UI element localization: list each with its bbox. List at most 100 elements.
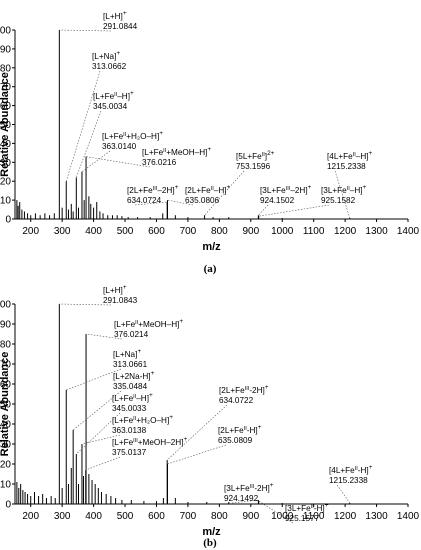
y-tick-label: 80	[0, 340, 11, 351]
y-tick-label: 70	[0, 82, 11, 93]
y-tick-label: 80	[0, 63, 11, 74]
annotation-formula: [L+Na]+	[92, 50, 120, 61]
x-tick-label: 200	[22, 226, 39, 237]
annotation-formula: [2L+FeIII-2H]+	[219, 384, 269, 395]
x-tick-label: 600	[148, 226, 165, 237]
annotation-formula: [L+FeII–H]+	[112, 392, 153, 403]
x-tick-label: 800	[211, 511, 228, 522]
y-axis-label: Relative Abundance	[0, 352, 11, 457]
annotation-leader	[167, 444, 227, 465]
annotation-leader	[204, 170, 245, 216]
annotation-formula: [L+H]+	[103, 10, 127, 21]
annotation-formula: [L+FeII–H]+	[93, 90, 134, 101]
y-tick-label: 50	[0, 400, 11, 411]
peak-annotation: [L+FeII–H]+345.0034	[76, 90, 134, 178]
peak-annotation: [L+Na]+313.0661	[66, 348, 148, 391]
x-tick-label: 400	[85, 226, 102, 237]
peak-annotation: [L+FeIII+MeOH–2H]+375.0137	[85, 436, 188, 471]
y-tick-label: 40	[0, 420, 11, 431]
x-tick-label: 1100	[303, 226, 325, 237]
peak-annotation: [4L+FeII–H]+1215.2338	[327, 150, 373, 219]
annotation-mz-value: 376.0214	[114, 330, 149, 339]
peak-annotation: [L+H]+291.0844	[59, 10, 138, 32]
annotation-formula: [4L+FeII–H]+	[327, 150, 373, 161]
y-tick-label: 100	[0, 26, 11, 37]
annotation-formula: [L+Na]+	[113, 348, 141, 359]
annotation-formula: [L+2Na-H]+	[113, 370, 155, 381]
spectrum-panel-b: 0 10 20 30 40 50 60 70 80 90 100 200 300 400 500 600 700…	[0, 284, 420, 549]
y-tick-label: 50	[0, 120, 11, 131]
x-tick-label: 1300	[365, 511, 388, 522]
x-tick-label: 1300	[365, 226, 388, 237]
peak-annotation: [L+FeII+H₂O–H]+363.0138	[81, 414, 173, 445]
annotation-formula: [3L+FeIII-2H]+	[224, 482, 274, 493]
annotation-leader	[258, 204, 330, 217]
annotation-formula: [5L+FeII]2+	[236, 150, 275, 161]
y-tick-label: 60	[0, 380, 11, 391]
annotation-formula: [2L+FeII-H]+	[218, 424, 262, 435]
annotation-mz-value: 291.0843	[103, 296, 138, 305]
y-tick-label: 0	[5, 215, 11, 226]
x-tick-label: 200	[22, 511, 39, 522]
annotation-formula: [3L+FeIII–2H]+	[260, 184, 312, 195]
annotation-mz-value: 335.0484	[113, 382, 148, 391]
peak-annotation: [2L+FeII-H]+635.0809	[167, 424, 262, 465]
annotation-formula: [2L+FeIII–2H]+	[127, 184, 179, 195]
x-tick-label: 400	[85, 511, 102, 522]
annotation-leader	[336, 484, 351, 504]
annotation-mz-value: 635.0806	[185, 196, 220, 205]
annotation-formula: [L+FeIII+MeOH–2H]+	[112, 436, 188, 447]
annotation-leader	[258, 204, 269, 216]
annotation-mz-value: 753.1596	[236, 162, 271, 171]
peak-annotation: [2L+FeIII-2H]+634.0722	[166, 384, 269, 461]
annotation-leader	[334, 170, 351, 219]
annotation-mz-value: 363.0140	[102, 142, 137, 151]
annotation-formula: [4L+FeII-H]+	[329, 464, 373, 475]
annotation-mz-value: 345.0034	[93, 102, 128, 111]
annotation-formula: [L+H]+	[103, 284, 127, 295]
annotation-leader	[59, 29, 112, 32]
annotation-formula: [L+FeII+H₂O–H]+	[102, 130, 163, 141]
annotation-mz-value: 1215.2338	[329, 476, 368, 485]
peak-annotation: [L+FeII+MeOH–H]+376.0214	[86, 318, 183, 340]
x-tick-label: 700	[180, 226, 197, 237]
x-tick-label: 1200	[334, 511, 357, 522]
annotation-leader	[134, 201, 168, 206]
annotation-leader	[81, 434, 121, 445]
peak-annotation: [L+FeII–H]+345.0033	[76, 392, 153, 455]
annotation-mz-value: 634.0722	[219, 396, 254, 405]
annotation-leader	[72, 390, 122, 431]
annotation-mz-value: 634.0724	[127, 196, 162, 205]
annotation-formula: [3L+FeII-H]+	[285, 502, 329, 513]
y-tick-label: 40	[0, 139, 11, 150]
y-axis-label: Relative Abundance	[0, 72, 11, 177]
annotation-leader	[231, 499, 259, 504]
peak-annotation: [3L+FeIII-2H]+924.1492	[224, 482, 274, 504]
peak-annotation: [3L+FeII–H]+925.1582	[258, 184, 367, 217]
annotation-leader	[76, 110, 102, 178]
x-tick-label: 900	[242, 226, 259, 237]
y-tick-label: 20	[0, 460, 11, 471]
annotation-mz-value: 635.0809	[218, 436, 253, 445]
x-tick-label: 800	[211, 226, 228, 237]
panel-label: (a)	[204, 263, 217, 275]
x-tick-label: 300	[54, 511, 71, 522]
annotation-leader	[167, 199, 194, 206]
annotation-mz-value: 313.0662	[92, 62, 127, 71]
y-tick-label: 0	[5, 500, 11, 511]
y-tick-label: 10	[0, 196, 11, 207]
y-tick-label: 30	[0, 158, 11, 169]
x-tick-label: 1400	[397, 511, 420, 522]
x-tick-label: 900	[242, 511, 259, 522]
annotation-formula: [3L+FeII–H]+	[321, 184, 367, 195]
y-tick-label: 90	[0, 320, 11, 331]
panel-label: (b)	[203, 537, 217, 549]
annotation-mz-value: 375.0137	[112, 448, 147, 457]
annotation-leader	[65, 70, 101, 182]
peak-annotation: [L+2Na-H]+335.0484	[72, 370, 155, 431]
annotation-formula: [2L+FeII–H]+	[185, 184, 231, 195]
y-tick-label: 20	[0, 177, 11, 188]
annotation-mz-value: 376.0216	[142, 158, 177, 167]
annotation-mz-value: 345.0033	[112, 404, 147, 413]
annotation-leader	[258, 500, 294, 524]
